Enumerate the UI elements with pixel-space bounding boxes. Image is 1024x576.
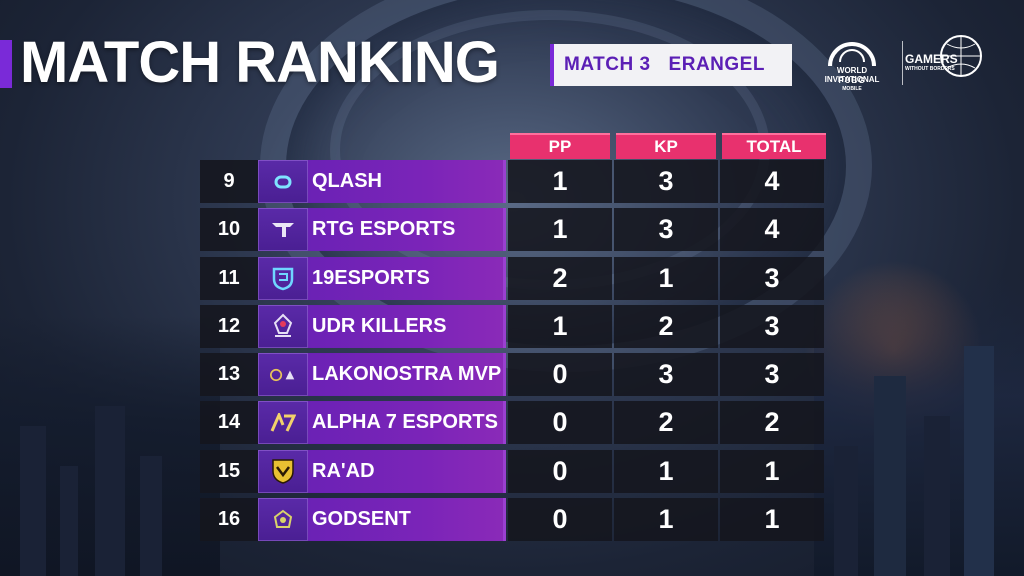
pp-cell: 1 — [508, 304, 612, 348]
kp-cell: 3 — [614, 208, 718, 252]
title-accent-bar — [0, 40, 12, 88]
team-logo-cell — [258, 353, 308, 397]
page-title: MATCH RANKING — [20, 30, 500, 95]
lakonostra-logo-icon — [270, 362, 296, 388]
partner-name-line2: WITHOUT BORDERS — [905, 66, 955, 72]
team-name: RTG ESPORTS — [308, 208, 506, 252]
world-invitational-emblem-icon — [828, 42, 876, 67]
team-logo-cell — [258, 449, 308, 493]
kp-cell: 1 — [614, 449, 718, 493]
rank-cell: 9 — [200, 160, 258, 203]
table-row: 15 RA'AD 0 1 1 — [200, 449, 826, 493]
rtg-logo-icon — [270, 217, 296, 243]
team-name: 19ESPORTS — [308, 256, 506, 300]
qlash-logo-icon — [270, 169, 296, 195]
sponsor-logos: WORLD INVITATIONAL PUBG MOBILE GAMERS WI… — [810, 32, 990, 94]
godsent-logo-icon — [270, 507, 296, 533]
rank-cell: 11 — [200, 256, 258, 300]
pp-cell: 1 — [508, 160, 612, 203]
table-row: 11 19ESPORTS 2 1 3 — [200, 256, 826, 300]
table-row: 13 LAKONOSTRA MVP 0 3 3 — [200, 353, 826, 397]
world-invitational-logo: WORLD INVITATIONAL PUBG MOBILE — [810, 32, 894, 94]
kp-cell: 3 — [614, 353, 718, 397]
kp-cell: 1 — [614, 256, 718, 300]
total-cell: 3 — [720, 256, 824, 300]
pp-cell: 0 — [508, 498, 612, 542]
rank-cell: 15 — [200, 449, 258, 493]
team-logo-cell — [258, 256, 308, 300]
table-row: 16 GODSENT 0 1 1 — [200, 498, 826, 542]
raad-logo-icon — [270, 458, 296, 485]
team-logo-cell — [258, 304, 308, 348]
background-glow — [804, 260, 984, 440]
team-logo-cell — [258, 401, 308, 445]
table-row: 10 RTG ESPORTS 1 3 4 — [200, 208, 826, 252]
kp-cell: 1 — [614, 498, 718, 542]
partner-name-line1: GAMERS — [905, 52, 958, 66]
rank-cell: 10 — [200, 208, 258, 252]
ranking-table: 9 QLASH 1 3 4 10 RTG ESPORTS 1 3 4 11 19… — [200, 160, 826, 546]
kp-cell: 2 — [614, 304, 718, 348]
pp-cell: 0 — [508, 401, 612, 445]
table-row: 14 ALPHA 7 ESPORTS 0 2 2 — [200, 401, 826, 445]
pp-cell: 1 — [508, 208, 612, 252]
rank-cell: 13 — [200, 353, 258, 397]
alpha7-logo-icon — [270, 410, 296, 436]
team-logo-cell — [258, 208, 308, 252]
kp-cell: 3 — [614, 160, 718, 203]
logo-divider — [902, 41, 903, 85]
rank-cell: 16 — [200, 498, 258, 542]
team-logo-cell — [258, 160, 308, 203]
team-name: RA'AD — [308, 449, 506, 493]
background-city-left — [0, 316, 220, 576]
table-row: 12 UDR KILLERS 1 2 3 — [200, 304, 826, 348]
total-cell: 3 — [720, 353, 824, 397]
team-logo-cell — [258, 498, 308, 542]
total-cell: 3 — [720, 304, 824, 348]
column-header-pp: PP — [510, 133, 610, 159]
column-header-total: TOTAL — [722, 133, 826, 159]
gamers-without-borders-logo: GAMERS WITHOUT BORDERS — [905, 32, 987, 94]
map-name: ERANGEL — [668, 54, 765, 75]
column-header-kp: KP — [616, 133, 716, 159]
total-cell: 4 — [720, 160, 824, 203]
udr-killers-logo-icon — [270, 313, 296, 339]
total-cell: 2 — [720, 401, 824, 445]
pp-cell: 0 — [508, 449, 612, 493]
globe-icon — [940, 35, 982, 77]
total-cell: 4 — [720, 208, 824, 252]
team-name: QLASH — [308, 160, 506, 203]
event-name-line1: WORLD INVITATIONAL — [824, 66, 880, 84]
19esports-logo-icon — [270, 265, 296, 291]
pp-cell: 2 — [508, 256, 612, 300]
total-cell: 1 — [720, 449, 824, 493]
event-name-line3: MOBILE — [842, 86, 862, 92]
event-name-line2: PUBG — [838, 76, 866, 85]
pp-cell: 0 — [508, 353, 612, 397]
match-number: MATCH 3 — [564, 54, 651, 75]
team-name: GODSENT — [308, 498, 506, 542]
team-name: UDR KILLERS — [308, 304, 506, 348]
background-city-right — [814, 276, 1024, 576]
rank-cell: 14 — [200, 401, 258, 445]
team-name: LAKONOSTRA MVP — [308, 353, 506, 397]
kp-cell: 2 — [614, 401, 718, 445]
table-row: 9 QLASH 1 3 4 — [200, 160, 826, 203]
total-cell: 1 — [720, 498, 824, 542]
match-info-box: MATCH 3 ERANGEL — [550, 44, 792, 86]
rank-cell: 12 — [200, 304, 258, 348]
team-name: ALPHA 7 ESPORTS — [308, 401, 506, 445]
